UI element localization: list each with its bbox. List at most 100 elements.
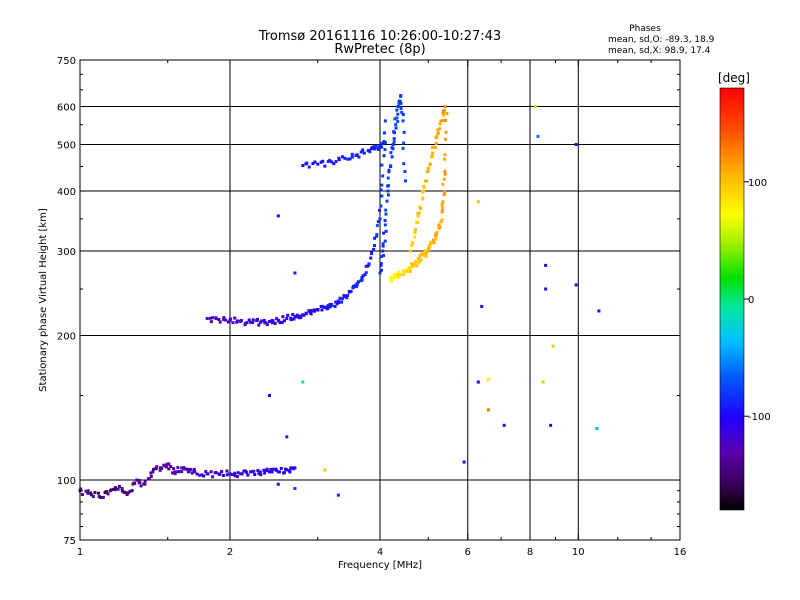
o-mode-point bbox=[135, 478, 139, 482]
o-mode-point bbox=[147, 477, 151, 481]
o-mode-point bbox=[149, 471, 153, 475]
stray-point bbox=[267, 394, 271, 398]
x-mode-point bbox=[431, 151, 435, 155]
x-mode-point bbox=[422, 253, 426, 257]
o-mode-point bbox=[86, 489, 90, 493]
x-tick-label: 2 bbox=[227, 547, 233, 558]
stray-point bbox=[486, 377, 490, 381]
x-mode-point bbox=[443, 105, 447, 109]
o-mode-point bbox=[173, 472, 177, 476]
o-mode-point bbox=[180, 466, 184, 470]
stray-point bbox=[480, 304, 484, 308]
o-mode-point bbox=[402, 162, 406, 166]
o-mode-point bbox=[396, 105, 400, 109]
o-mode-point bbox=[368, 150, 372, 154]
o-mode-point bbox=[313, 160, 317, 164]
x-mode-point bbox=[400, 273, 404, 277]
o-mode-point bbox=[271, 319, 275, 323]
x-mode-point bbox=[434, 234, 438, 238]
x-mode-point bbox=[415, 264, 419, 268]
o-mode-point bbox=[288, 470, 292, 474]
o-mode-point bbox=[338, 296, 342, 300]
x-mode-point bbox=[424, 254, 428, 258]
o-mode-point bbox=[403, 179, 407, 183]
x-mode-point bbox=[443, 157, 447, 161]
o-mode-point bbox=[249, 320, 253, 324]
x-mode-point bbox=[432, 238, 436, 242]
o-mode-point bbox=[291, 312, 295, 316]
o-mode-point bbox=[274, 468, 278, 472]
o-mode-point bbox=[99, 495, 103, 499]
o-mode-point bbox=[377, 145, 381, 149]
o-mode-point bbox=[400, 110, 404, 114]
x-mode-point bbox=[443, 137, 447, 141]
o-mode-point bbox=[259, 473, 263, 477]
o-mode-point bbox=[233, 316, 237, 320]
o-mode-point bbox=[143, 482, 147, 486]
o-mode-point bbox=[310, 309, 314, 313]
x-mode-point bbox=[425, 249, 429, 253]
o-mode-point bbox=[198, 473, 202, 477]
x-tick-label: 6 bbox=[465, 547, 471, 558]
o-mode-point bbox=[257, 323, 261, 327]
o-mode-point bbox=[379, 143, 383, 147]
o-mode-point bbox=[378, 217, 382, 221]
x-mode-point bbox=[440, 210, 444, 214]
o-mode-point bbox=[113, 488, 117, 492]
data-points bbox=[78, 94, 601, 499]
o-mode-point bbox=[262, 468, 266, 472]
o-mode-point bbox=[204, 470, 208, 474]
x-tick-label: 16 bbox=[674, 547, 687, 558]
y-tick-label: 300 bbox=[57, 247, 76, 258]
stray-point bbox=[323, 468, 327, 472]
x-mode-point bbox=[402, 268, 406, 272]
o-mode-point bbox=[117, 484, 121, 488]
o-mode-point bbox=[393, 117, 397, 121]
o-mode-point bbox=[360, 278, 364, 282]
x-mode-point bbox=[441, 200, 445, 204]
o-mode-point bbox=[378, 271, 382, 275]
o-mode-point bbox=[401, 119, 405, 123]
o-mode-point bbox=[286, 313, 290, 317]
stray-point bbox=[476, 200, 480, 204]
o-mode-point bbox=[299, 316, 303, 320]
o-mode-point bbox=[301, 164, 305, 168]
o-mode-point bbox=[390, 146, 394, 150]
o-mode-point bbox=[253, 472, 257, 476]
o-mode-point bbox=[381, 174, 385, 178]
o-mode-point bbox=[384, 229, 388, 233]
o-mode-point bbox=[381, 249, 385, 253]
o-mode-point bbox=[308, 309, 312, 313]
o-mode-point bbox=[251, 318, 255, 322]
o-mode-point bbox=[384, 212, 388, 216]
x-mode-point bbox=[426, 166, 430, 170]
colorbar-label: [deg] bbox=[718, 71, 750, 85]
o-mode-point bbox=[381, 254, 385, 258]
o-mode-point bbox=[385, 199, 389, 203]
o-mode-point bbox=[336, 299, 340, 303]
x-mode-point bbox=[412, 235, 416, 239]
o-mode-point bbox=[126, 491, 130, 495]
o-mode-point bbox=[374, 144, 378, 148]
stray-point bbox=[536, 134, 540, 138]
x-mode-point bbox=[401, 272, 405, 276]
o-mode-point bbox=[376, 220, 380, 224]
o-mode-point bbox=[189, 467, 193, 471]
stats-x-mode: mean, sd,X: 98.9, 17.4 bbox=[608, 46, 711, 56]
o-mode-point bbox=[278, 470, 282, 474]
x-mode-point bbox=[443, 172, 447, 176]
o-mode-point bbox=[93, 491, 97, 495]
x-mode-point bbox=[438, 225, 442, 229]
o-mode-point bbox=[133, 481, 137, 485]
o-mode-point bbox=[258, 470, 262, 474]
o-mode-point bbox=[328, 158, 332, 162]
x-mode-point bbox=[416, 214, 420, 218]
o-mode-point bbox=[278, 321, 282, 325]
x-mode-point bbox=[417, 261, 421, 265]
o-mode-point bbox=[326, 304, 330, 308]
x-mode-point bbox=[431, 241, 435, 245]
x-mode-point bbox=[441, 182, 445, 186]
o-mode-point bbox=[138, 480, 142, 484]
o-mode-point bbox=[267, 470, 271, 474]
